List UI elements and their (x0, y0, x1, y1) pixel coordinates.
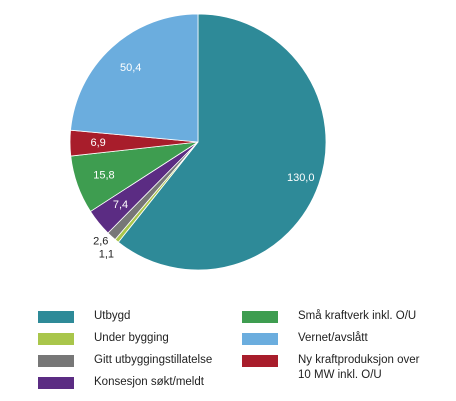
legend-item: Gitt utbyggingstillatelse (38, 354, 224, 368)
data-label: 50,4 (120, 62, 141, 74)
legend-label: Gitt utbyggingstillatelse (94, 354, 213, 366)
legend-swatch (242, 311, 278, 323)
legend-swatch (38, 333, 74, 345)
legend-label: Konsesjon søkt/meldt (94, 376, 204, 388)
legend-swatch (38, 377, 74, 389)
legend-swatch (242, 355, 278, 367)
legend-swatch (242, 333, 278, 345)
legend-label: Små kraftverk inkl. O/U (298, 310, 417, 322)
data-label: 6,9 (91, 137, 106, 149)
legend-item: Ny kraftproduksjon over 10 MW inkl. O/U (242, 354, 428, 383)
legend-item: Små kraftverk inkl. O/U (242, 310, 428, 324)
legend-label: Ny kraftproduksjon over 10 MW inkl. O/U (298, 354, 420, 381)
legend-swatch (38, 355, 74, 367)
pie-area: 130,0 1,12,6 7,4 15,8 6,9 50,4 (69, 13, 327, 271)
pie-slice (117, 13, 327, 271)
legend-item: Konsesjon søkt/meldt (38, 376, 224, 390)
data-label: 2,6 (93, 236, 108, 248)
data-label: 15,8 (93, 169, 114, 181)
legend-item: Under bygging (38, 332, 224, 346)
data-label: 130,0 (287, 172, 315, 184)
legend-label: Under bygging (94, 332, 169, 344)
data-label: 1,1 (99, 249, 114, 261)
legend-item: Vernet/avslått (242, 332, 428, 346)
legend-swatch (38, 311, 74, 323)
legend-item: Utbygd (38, 310, 224, 324)
data-label: 7,4 (113, 199, 128, 211)
pie-slice (70, 13, 199, 143)
legend-label: Utbygd (94, 310, 131, 322)
legend-label: Vernet/avslått (298, 332, 368, 344)
